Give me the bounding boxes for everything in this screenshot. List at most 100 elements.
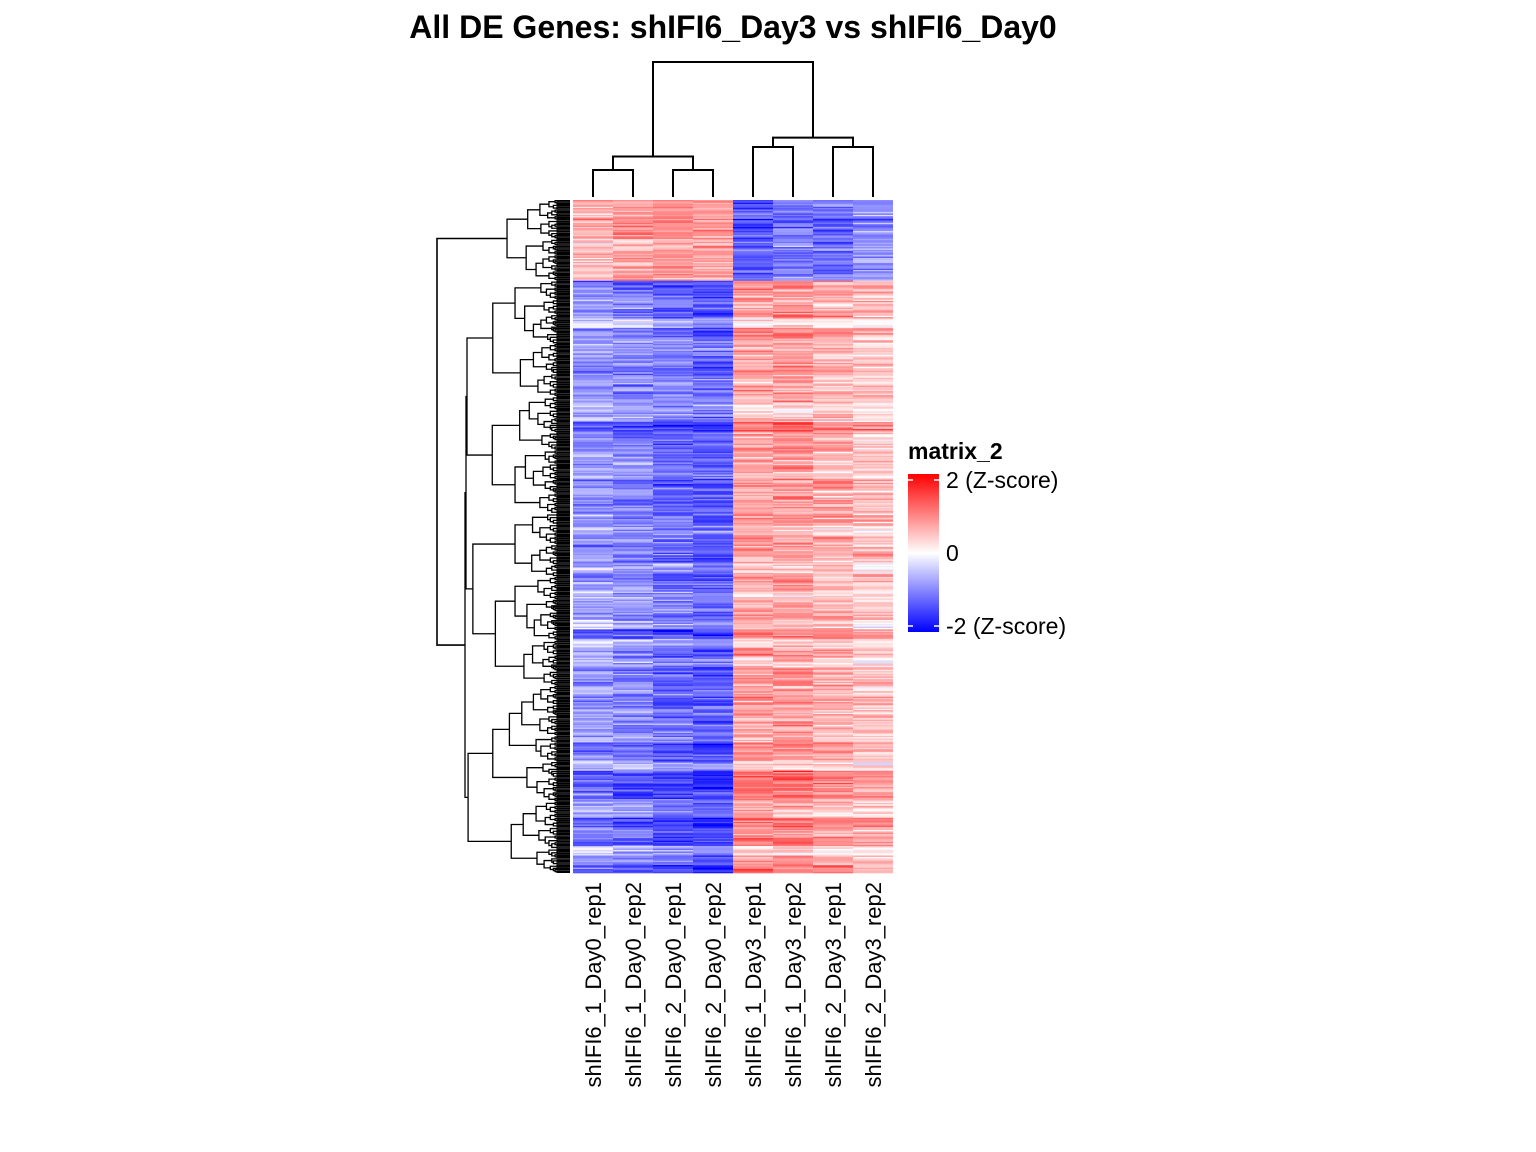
heatmap-cell — [613, 314, 653, 317]
heatmap-cell — [693, 860, 733, 863]
heatmap-cell — [773, 414, 813, 416]
heatmap-cell — [613, 555, 653, 557]
heatmap-cell — [813, 280, 853, 283]
heatmap-cell — [773, 819, 813, 821]
heatmap-cell — [653, 657, 693, 660]
heatmap-cell — [733, 813, 773, 816]
heatmap-cell — [853, 636, 893, 638]
heatmap-cell — [773, 625, 813, 627]
heatmap-cell — [733, 698, 773, 700]
column-dendrogram-branch — [652, 61, 814, 157]
heatmap-cell — [693, 742, 733, 745]
heatmap-cell — [853, 272, 893, 275]
heatmap-cell — [773, 724, 813, 727]
heatmap-cell — [653, 867, 693, 870]
heatmap-cell — [733, 341, 773, 343]
heatmap-cell — [853, 319, 893, 322]
heatmap-cell — [653, 269, 693, 272]
heatmap-cell — [573, 331, 613, 334]
heatmap-cell — [853, 412, 893, 415]
heatmap-cell — [853, 763, 893, 766]
heatmap-cell — [693, 404, 733, 407]
heatmap-cell — [653, 220, 693, 222]
heatmap-cell — [773, 868, 813, 871]
heatmap-cell — [613, 447, 653, 450]
heatmap-cell — [773, 339, 813, 342]
heatmap-cell — [813, 685, 853, 688]
heatmap-cell — [853, 773, 893, 776]
heatmap-cell — [773, 434, 813, 436]
heatmap-cell — [573, 513, 613, 516]
heatmap-cell — [773, 805, 813, 808]
heatmap-cell — [853, 618, 893, 621]
heatmap-cell — [693, 636, 733, 638]
heatmap-cell — [613, 628, 653, 630]
heatmap-cell — [813, 664, 853, 667]
row-dendrogram-branch — [552, 383, 558, 388]
heatmap-cell — [613, 508, 653, 510]
heatmap-cell — [853, 671, 893, 673]
heatmap-cell — [693, 720, 733, 723]
heatmap-cell — [773, 591, 813, 594]
heatmap-cell — [813, 774, 853, 777]
heatmap-cell — [773, 626, 813, 629]
heatmap-cell — [613, 505, 653, 508]
heatmap-cell — [733, 576, 773, 579]
heatmap-cell — [693, 481, 733, 483]
heatmap-cell — [613, 741, 653, 743]
heatmap-cell — [653, 583, 693, 586]
heatmap-cell — [693, 650, 733, 653]
heatmap-cell — [813, 747, 853, 750]
heatmap-cell — [853, 710, 893, 712]
heatmap-cell — [613, 815, 653, 817]
heatmap-cell — [653, 517, 693, 520]
heatmap-cell — [573, 283, 613, 286]
row-dendrogram-branch — [556, 819, 570, 822]
heatmap-cell — [813, 492, 853, 494]
heatmap-cell — [773, 811, 813, 813]
heatmap-cell — [653, 243, 693, 245]
heatmap-cell — [813, 602, 853, 605]
heatmap-cell — [613, 679, 653, 681]
row-dendrogram-branch — [547, 752, 556, 760]
heatmap-cell — [733, 638, 773, 641]
heatmap-cell — [653, 784, 693, 786]
heatmap-cell — [613, 567, 653, 570]
heatmap-cell — [613, 514, 653, 517]
heatmap-cell — [813, 684, 853, 687]
row-dendrogram-branch — [556, 432, 570, 436]
heatmap-cell — [573, 528, 613, 531]
heatmap-cell — [773, 419, 813, 422]
heatmap-cell — [853, 667, 893, 669]
heatmap-cell — [773, 863, 813, 866]
heatmap-cell — [693, 648, 733, 650]
row-dendrogram-branch — [556, 715, 570, 719]
heatmap-cell — [613, 735, 653, 738]
heatmap-cell — [853, 862, 893, 864]
heatmap-cell — [613, 486, 653, 489]
heatmap-cell — [853, 517, 893, 520]
heatmap-cell — [773, 800, 813, 802]
heatmap-cell — [573, 735, 613, 738]
heatmap-cell — [853, 684, 893, 687]
heatmap-cell — [733, 232, 773, 234]
heatmap-cell — [613, 707, 653, 710]
heatmap-cell — [653, 224, 693, 226]
heatmap-cell — [693, 318, 733, 321]
heatmap-cell — [573, 780, 613, 782]
row-dendrogram-branch — [523, 653, 545, 679]
heatmap-cell — [773, 221, 813, 224]
heatmap-cell — [853, 357, 893, 360]
heatmap-cell — [813, 244, 853, 247]
heatmap-cell — [693, 230, 733, 233]
heatmap-cell — [853, 689, 893, 692]
heatmap-cell — [733, 422, 773, 424]
heatmap-cell — [813, 763, 853, 766]
heatmap-cell — [733, 342, 773, 345]
heatmap-cell — [573, 726, 613, 728]
heatmap-cell — [813, 803, 853, 805]
heatmap-cell — [693, 728, 733, 731]
heatmap-cell — [853, 825, 893, 828]
row-dendrogram-branch — [556, 370, 570, 374]
heatmap-cell — [853, 204, 893, 206]
